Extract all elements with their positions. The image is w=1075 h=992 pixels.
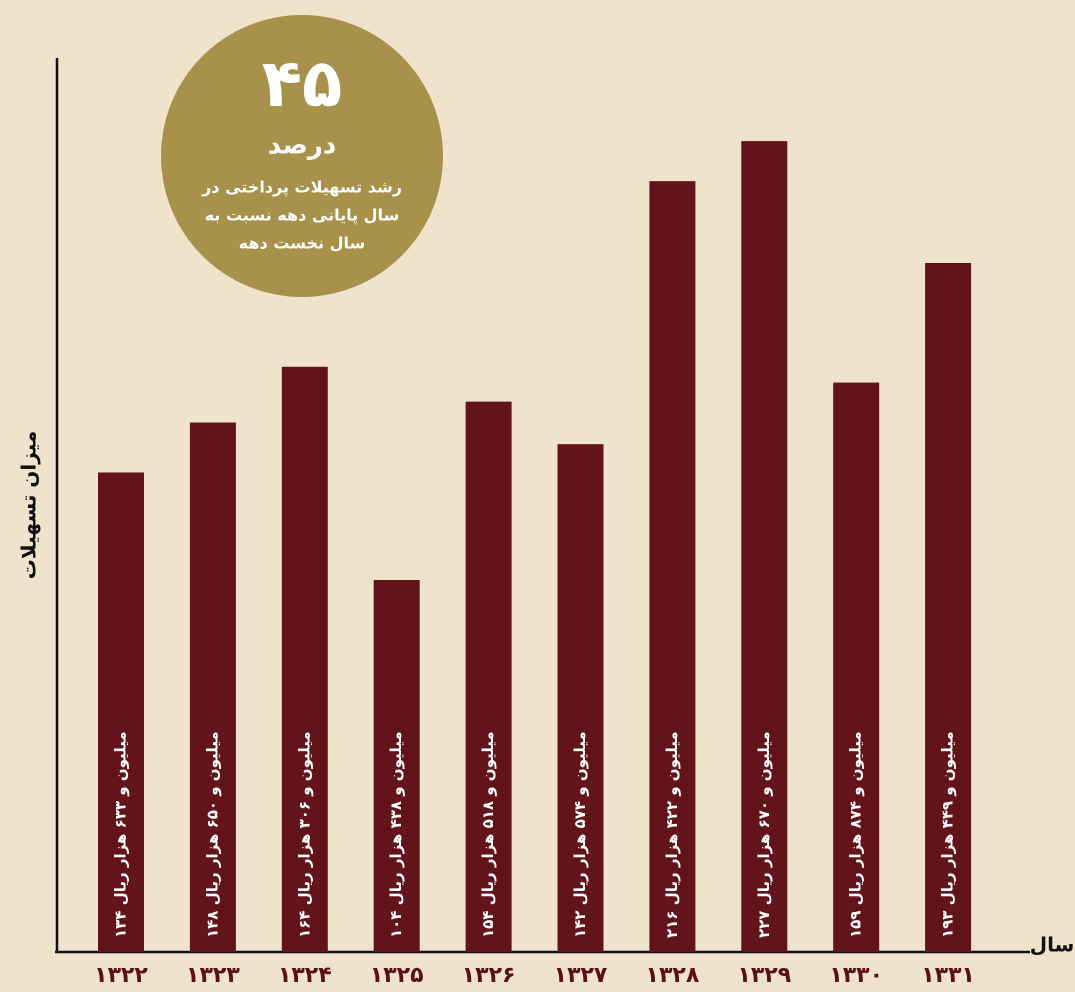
y-axis-label: میزان تسهیلات (17, 431, 41, 579)
bar (741, 141, 788, 952)
value-label: ۱۴۲ میلیون و ۵۷۴ هزار ریال (571, 731, 589, 938)
bar (98, 472, 144, 952)
value-label: ۱۴۸ میلیون و ۶۵۰ هزار ریال (203, 731, 221, 938)
x-tick-label: ۱۳۲۸ (646, 963, 700, 988)
x-tick-label: ۱۳۲۳ (186, 963, 240, 988)
x-tick-label: ۱۳۲۴ (278, 963, 332, 988)
x-tick-label: ۱۳۳۱ (921, 963, 975, 988)
annotation-circle (161, 15, 443, 297)
x-tick-label: ۱۳۲۵ (370, 963, 424, 988)
bar (925, 262, 972, 953)
annotation-line: سال نخست دهه (239, 234, 366, 253)
value-label: ۱۳۴ میلیون و ۶۳۳ هزار ریال (112, 731, 130, 938)
annotation-number: ۴۵ (262, 45, 343, 122)
bar (649, 181, 696, 952)
value-label: ۱۹۳ میلیون و ۴۴۹ هزار ریال (939, 731, 957, 938)
x-tick-label: ۱۳۲۲ (94, 963, 148, 988)
value-label: ۲۲۷ میلیون و ۶۷۰ هزار ریال (755, 731, 773, 938)
x-tick-label: ۱۳۲۹ (737, 963, 791, 988)
annotation-unit: درصد (268, 131, 336, 161)
value-label: ۲۱۶ میلیون و ۴۲۲ هزار ریال (663, 731, 681, 938)
x-tick-label: ۱۳۲۶ (462, 963, 516, 988)
bar (281, 366, 328, 953)
value-label: ۱۶۴ میلیون و ۳۰۶ هزار ریال (295, 731, 313, 938)
bar (557, 444, 604, 952)
bar (373, 580, 420, 952)
value-label: ۱۵۴ میلیون و ۵۱۸ هزار ریال (479, 731, 497, 938)
bar (833, 382, 880, 952)
annotation-line: رشد تسهیلات پرداختی در (201, 178, 402, 198)
annotation-line: سال پایانی دهه نسبت به (205, 206, 400, 226)
x-tick-label: ۱۳۲۷ (554, 963, 608, 988)
bar (465, 401, 512, 953)
value-label: ۱۰۴ میلیون و ۴۳۸ هزار ریال (387, 731, 405, 938)
x-tick-label: ۱۳۳۰ (829, 963, 883, 988)
x-axis-label: سال (1030, 933, 1075, 957)
bar (189, 422, 236, 952)
value-label: ۱۵۹ میلیون و ۸۷۴ هزار ریال (847, 731, 865, 938)
